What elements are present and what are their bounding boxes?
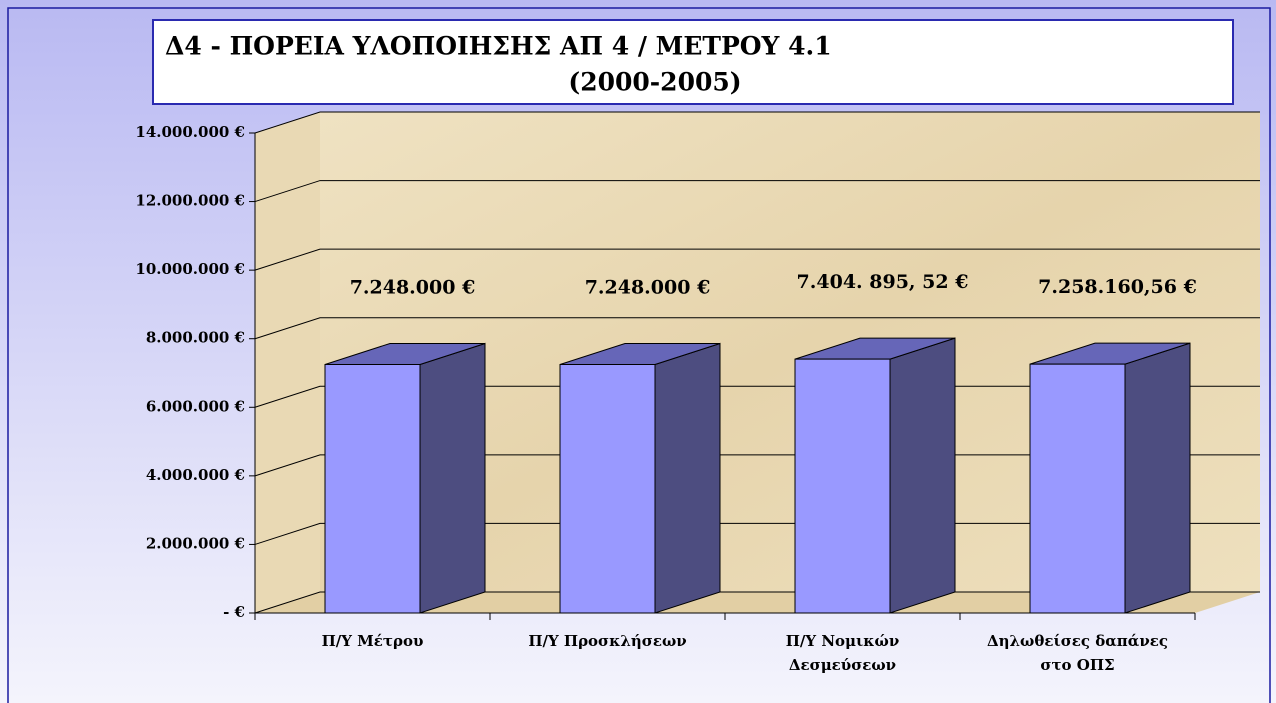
bar-side (419, 342, 486, 614)
floor (255, 592, 1260, 613)
bar-side (1124, 342, 1191, 614)
data-label: 7.404. 895, 52 € (797, 271, 969, 293)
grid-line (254, 111, 1260, 134)
side-wall (255, 112, 320, 613)
y-tick-label: 4.000.000 € (146, 466, 245, 484)
data-label: 7.248.000 € (585, 276, 711, 298)
bar-side (889, 337, 956, 614)
title-box (152, 19, 1234, 105)
grid-line (254, 180, 1260, 203)
bar (1029, 363, 1126, 614)
data-label: 7.248.000 € (350, 276, 476, 298)
y-tick-label: 6.000.000 € (146, 397, 245, 415)
frame (7, 7, 1271, 703)
data-label: 7.258.160,56 € (1038, 276, 1197, 298)
x-tick-label: Π/Υ Μέτρου (321, 632, 424, 650)
x-tick-label: Δηλωθείσες δαπάνες στο ΟΠΣ (987, 632, 1168, 674)
chart-title: Δ4 - ΠΟΡΕΙΑ ΥΛΟΠΟΙΗΣΗΣ ΑΠ 4 / ΜΕΤΡΟΥ 4.1 (165, 32, 832, 61)
back-wall (320, 112, 1260, 592)
grid-line (254, 248, 1260, 271)
y-tick-label: 8.000.000 € (146, 329, 245, 347)
bar (559, 363, 656, 614)
x-tick-label: Π/Υ Νομικών Δεσμεύσεων (785, 632, 900, 674)
y-tick-label: 10.000.000 € (135, 260, 245, 278)
y-tick-label: 14.000.000 € (135, 123, 245, 141)
chart-subtitle: (2000-2005) (568, 68, 741, 97)
x-tick-label: Π/Υ Προσκλήσεων (528, 632, 687, 650)
grid-line (254, 317, 1260, 340)
y-tick-label: 2.000.000 € (146, 534, 245, 552)
bar (324, 363, 421, 614)
y-tick-label: - € (223, 603, 245, 621)
bar (794, 358, 891, 614)
y-tick-label: 12.000.000 € (135, 192, 245, 210)
bar-side (654, 342, 721, 614)
